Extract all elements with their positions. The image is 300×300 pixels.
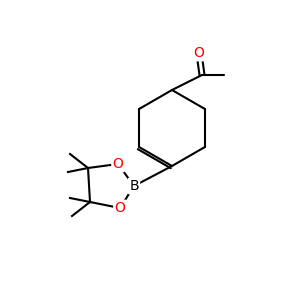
Text: B: B <box>129 179 139 193</box>
Text: O: O <box>194 46 204 60</box>
Text: O: O <box>115 201 125 215</box>
Text: O: O <box>112 157 123 171</box>
